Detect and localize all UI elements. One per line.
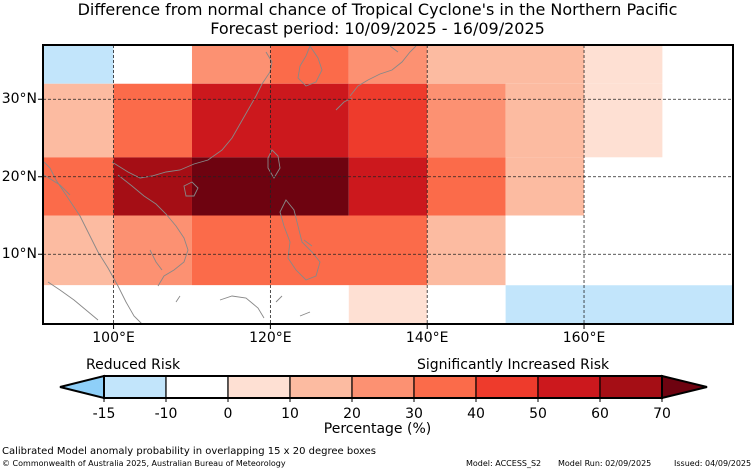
coastline-philippines — [279, 199, 321, 281]
axis-ticks — [38, 98, 585, 329]
anomaly-cell — [43, 45, 114, 84]
footer-model: Model: ACCESS_S2 — [466, 459, 542, 468]
colorbar-over-arrow — [661, 374, 708, 400]
anomaly-cell — [348, 285, 428, 324]
lat-tick-label: 10°N — [1, 246, 37, 263]
anomaly-cell — [505, 157, 585, 216]
anomaly-cell — [584, 157, 733, 216]
lon-tick-label: 100°E — [92, 330, 135, 346]
anomaly-cell — [43, 83, 114, 158]
colorbar-label-increased: Significantly Increased Risk — [417, 357, 610, 373]
colorbar-tick-label: 0 — [223, 406, 233, 422]
lon-tick-label: 120°E — [249, 330, 292, 346]
anomaly-cell — [113, 285, 349, 324]
lon-tick-label: 160°E — [562, 330, 606, 346]
anomaly-cell — [191, 45, 271, 84]
anomaly-cell — [505, 215, 585, 286]
anomaly-cell — [427, 157, 506, 216]
colorbar-bin — [227, 375, 291, 399]
anomaly-cell — [191, 215, 428, 286]
anomaly-cell — [584, 45, 663, 84]
colorbar-bin — [351, 375, 415, 399]
colorbar-tick-label: 30 — [405, 406, 423, 422]
anomaly-cell — [113, 215, 192, 286]
colorbar-tick-label: -10 — [154, 406, 178, 422]
anomaly-cell — [43, 157, 114, 216]
lon-tick-label: 140°E — [405, 330, 449, 346]
anomaly-cell — [43, 285, 114, 324]
anomaly-cell — [427, 215, 506, 286]
anomaly-cells — [43, 45, 733, 324]
lat-tick-label: 30°N — [1, 91, 37, 108]
anomaly-cell — [505, 83, 585, 158]
colorbar-bin — [289, 375, 353, 399]
anomaly-cell — [43, 215, 114, 286]
colorbar-tick-label: 20 — [343, 406, 361, 422]
colorbar — [59, 374, 708, 402]
footer-issued: Issued: 04/09/2025 — [674, 459, 752, 468]
colorbar-tick-label: 70 — [653, 406, 671, 422]
coastline-maritime — [47, 281, 311, 321]
map-frame — [42, 44, 734, 325]
lat-tick-label: 20°N — [1, 168, 37, 185]
anomaly-cell — [270, 45, 349, 84]
colorbar-label-reduced: Reduced Risk — [86, 357, 181, 373]
coastline-taiwan — [267, 149, 281, 179]
coastline-hainan — [183, 181, 199, 197]
colorbar-under-arrow — [59, 374, 105, 400]
anomaly-cell — [584, 215, 733, 286]
colorbar-frame — [103, 375, 663, 399]
anomaly-cell — [427, 45, 585, 84]
anomaly-cell — [113, 83, 192, 158]
anomaly-cell — [113, 45, 192, 84]
anomaly-cell — [348, 83, 428, 158]
colorbar-tick-label: 60 — [591, 406, 609, 422]
anomaly-cell — [505, 285, 733, 324]
anomaly-cell — [348, 45, 428, 84]
footer-copyright: © Commonwealth of Australia 2025, Austra… — [2, 459, 286, 468]
colorbar-tick-label: 40 — [467, 406, 485, 422]
colorbar-axis-label: Percentage (%) — [323, 421, 432, 437]
colorbar-bin — [165, 375, 229, 399]
colorbar-bin — [475, 375, 539, 399]
coastline-korea — [297, 45, 323, 87]
colorbar-tick-label: 50 — [529, 406, 547, 422]
chart-title: Difference from normal chance of Tropica… — [77, 0, 678, 19]
coastline-mainland — [43, 51, 273, 325]
anomaly-cell — [427, 285, 506, 324]
anomaly-cell — [662, 45, 733, 84]
colorbar-bin — [103, 375, 167, 399]
anomaly-cell — [427, 83, 506, 158]
graticule — [43, 45, 733, 324]
colorbar-tick-label: 10 — [281, 406, 299, 422]
colorbar-tick-label: -15 — [92, 406, 116, 422]
anomaly-cell — [662, 83, 733, 158]
anomaly-cell — [584, 83, 663, 158]
colorbar-bin — [413, 375, 477, 399]
anomaly-cell — [348, 157, 428, 216]
colorbar-bin — [537, 375, 601, 399]
chart-subtitle: Forecast period: 10/09/2025 - 16/09/2025 — [210, 19, 545, 38]
anomaly-cell — [113, 157, 192, 216]
footer-description: Calibrated Model anomaly probability in … — [2, 446, 377, 457]
footer-model-run: Model Run: 02/09/2025 — [558, 459, 652, 468]
colorbar-bin — [599, 375, 663, 399]
